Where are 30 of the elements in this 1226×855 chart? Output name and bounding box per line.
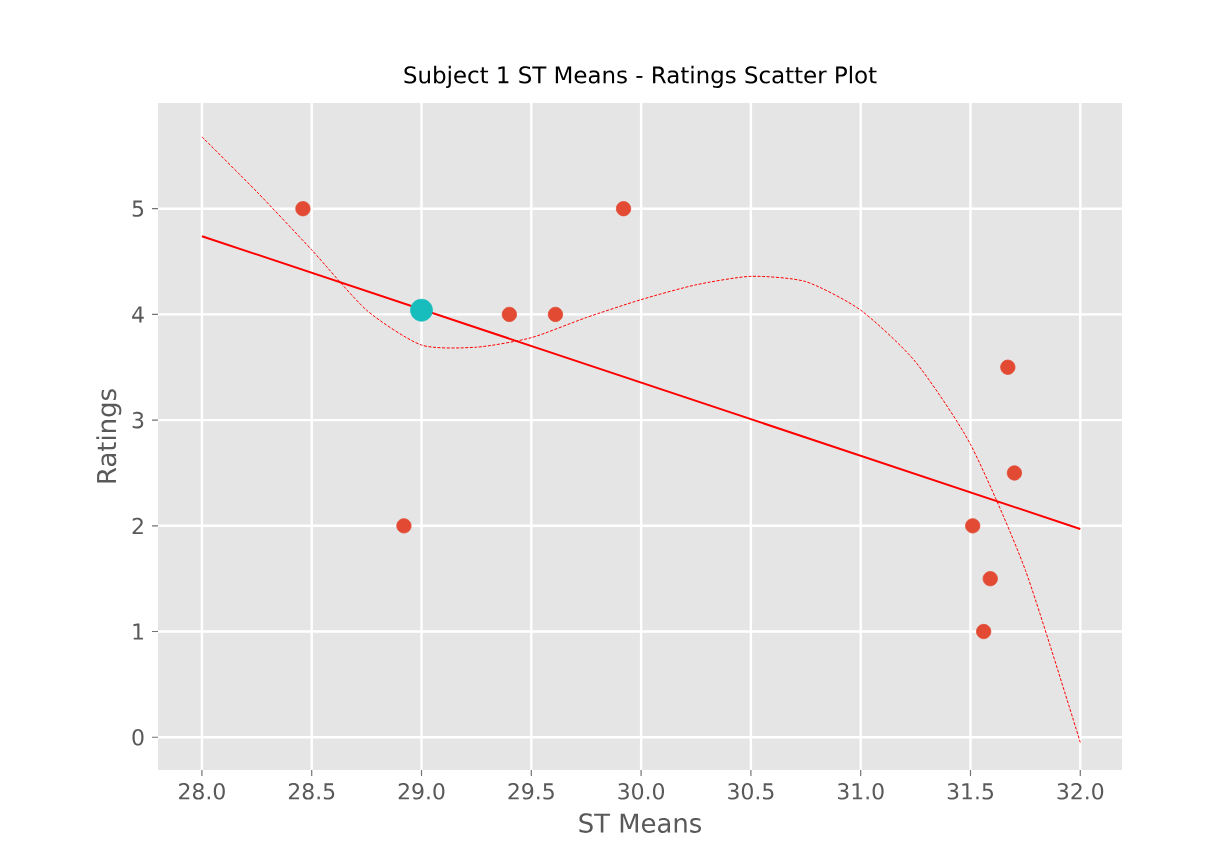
y-axis-title: Ratings: [96, 389, 122, 483]
x-tick-label: 29.0: [398, 783, 445, 800]
x-tick-label: 28.0: [179, 783, 225, 800]
x-axis-title: ST Means: [579, 813, 702, 833]
point: [501, 306, 517, 322]
point: [410, 298, 433, 322]
line-series: [201, 136, 1081, 744]
y-tick-label: 2: [132, 517, 143, 534]
y-tick-label: 0: [132, 728, 144, 746]
point: [547, 306, 564, 322]
x-tick-label: 31.5: [947, 783, 993, 800]
x-tick-label: 28.5: [288, 783, 335, 800]
x-tick-label: 32.0: [1057, 783, 1104, 800]
y-tick-label: 1: [133, 623, 143, 640]
y-tick-label: 4: [132, 306, 144, 323]
point: [976, 623, 992, 640]
x-tick-label: 29.5: [508, 783, 554, 800]
point: [295, 201, 311, 217]
point: [396, 518, 412, 534]
x-tick-label: 30.0: [618, 783, 665, 800]
point: [982, 571, 998, 587]
point: [1000, 359, 1016, 375]
point: [615, 201, 632, 217]
x-tick-label: 30.5: [728, 783, 774, 800]
y-tick-label: 5: [132, 200, 144, 217]
point: [1006, 465, 1022, 481]
y-tick-label: 3: [132, 411, 144, 429]
chart-title: Subject 1 ST Means - Ratings Scatter Plot: [404, 65, 877, 88]
x-tick-label: 31.0: [837, 783, 884, 800]
point: [965, 518, 981, 534]
